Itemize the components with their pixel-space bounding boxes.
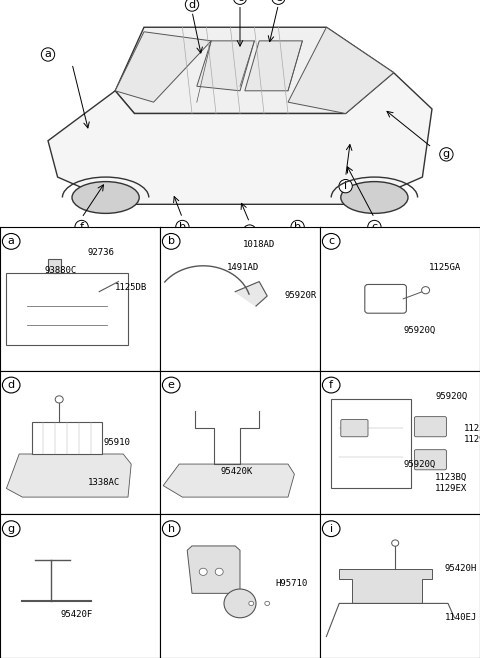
Text: f: f [329, 380, 333, 390]
Text: 1129EX: 1129EX [464, 435, 480, 444]
Circle shape [323, 234, 340, 249]
Circle shape [323, 520, 340, 537]
Text: 1123BQ: 1123BQ [464, 424, 480, 433]
FancyBboxPatch shape [341, 420, 368, 437]
Circle shape [341, 182, 408, 213]
Circle shape [55, 396, 63, 403]
Circle shape [421, 287, 430, 294]
Circle shape [249, 601, 253, 605]
Polygon shape [163, 464, 294, 497]
FancyBboxPatch shape [414, 449, 446, 470]
Text: g: g [443, 149, 450, 159]
Text: 1140EJ: 1140EJ [445, 613, 477, 622]
Text: 1018AD: 1018AD [243, 240, 276, 249]
Text: 1129EX: 1129EX [435, 484, 468, 493]
Text: i: i [344, 181, 347, 191]
Circle shape [162, 377, 180, 393]
Text: 95920Q: 95920Q [403, 459, 435, 468]
Text: H95710: H95710 [275, 579, 308, 588]
FancyBboxPatch shape [331, 399, 411, 488]
Polygon shape [115, 32, 211, 102]
Polygon shape [6, 454, 131, 497]
Text: h: h [246, 226, 253, 236]
Text: c: c [237, 0, 243, 3]
Text: 1123BQ: 1123BQ [435, 472, 468, 482]
Text: f: f [80, 222, 84, 232]
Text: a: a [45, 49, 51, 59]
Text: b: b [168, 236, 175, 246]
FancyBboxPatch shape [48, 259, 61, 273]
Circle shape [224, 589, 256, 618]
Text: e: e [168, 380, 175, 390]
Circle shape [72, 182, 139, 213]
Text: b: b [294, 222, 301, 232]
Text: 95920Q: 95920Q [435, 392, 468, 401]
Circle shape [162, 520, 180, 537]
Polygon shape [115, 27, 394, 113]
Text: 1338AC: 1338AC [88, 478, 120, 487]
Text: e: e [275, 0, 282, 3]
Polygon shape [245, 41, 302, 91]
Circle shape [199, 569, 207, 575]
Circle shape [265, 601, 270, 605]
Circle shape [392, 540, 399, 546]
Text: g: g [8, 524, 15, 534]
Polygon shape [288, 27, 394, 113]
Text: 1125DB: 1125DB [115, 283, 147, 292]
FancyBboxPatch shape [6, 273, 128, 345]
Circle shape [2, 520, 20, 537]
Text: 1491AD: 1491AD [227, 263, 260, 272]
Circle shape [162, 234, 180, 249]
FancyBboxPatch shape [365, 284, 407, 313]
Polygon shape [197, 41, 254, 91]
Text: h: h [168, 524, 175, 534]
Text: i: i [330, 524, 333, 534]
Text: 95420H: 95420H [445, 565, 477, 573]
Text: 1125GA: 1125GA [429, 263, 461, 272]
Text: 93880C: 93880C [45, 266, 77, 274]
Text: d: d [189, 0, 195, 9]
Text: 95420K: 95420K [221, 467, 253, 476]
Text: 95920Q: 95920Q [403, 326, 435, 335]
Text: c: c [372, 222, 377, 232]
Circle shape [2, 234, 20, 249]
Text: 92736: 92736 [88, 248, 115, 257]
Text: c: c [328, 236, 334, 246]
Polygon shape [235, 282, 267, 306]
Circle shape [323, 377, 340, 393]
Polygon shape [187, 546, 240, 594]
Circle shape [2, 377, 20, 393]
FancyBboxPatch shape [414, 417, 446, 437]
Text: 95420F: 95420F [61, 611, 93, 619]
Text: d: d [8, 380, 15, 390]
Polygon shape [339, 569, 432, 603]
Circle shape [215, 569, 223, 575]
Text: 95910: 95910 [104, 438, 131, 447]
Text: 95920R: 95920R [285, 291, 317, 301]
Polygon shape [48, 72, 432, 204]
Text: b: b [179, 222, 186, 232]
Text: a: a [8, 236, 14, 246]
FancyBboxPatch shape [32, 422, 102, 454]
